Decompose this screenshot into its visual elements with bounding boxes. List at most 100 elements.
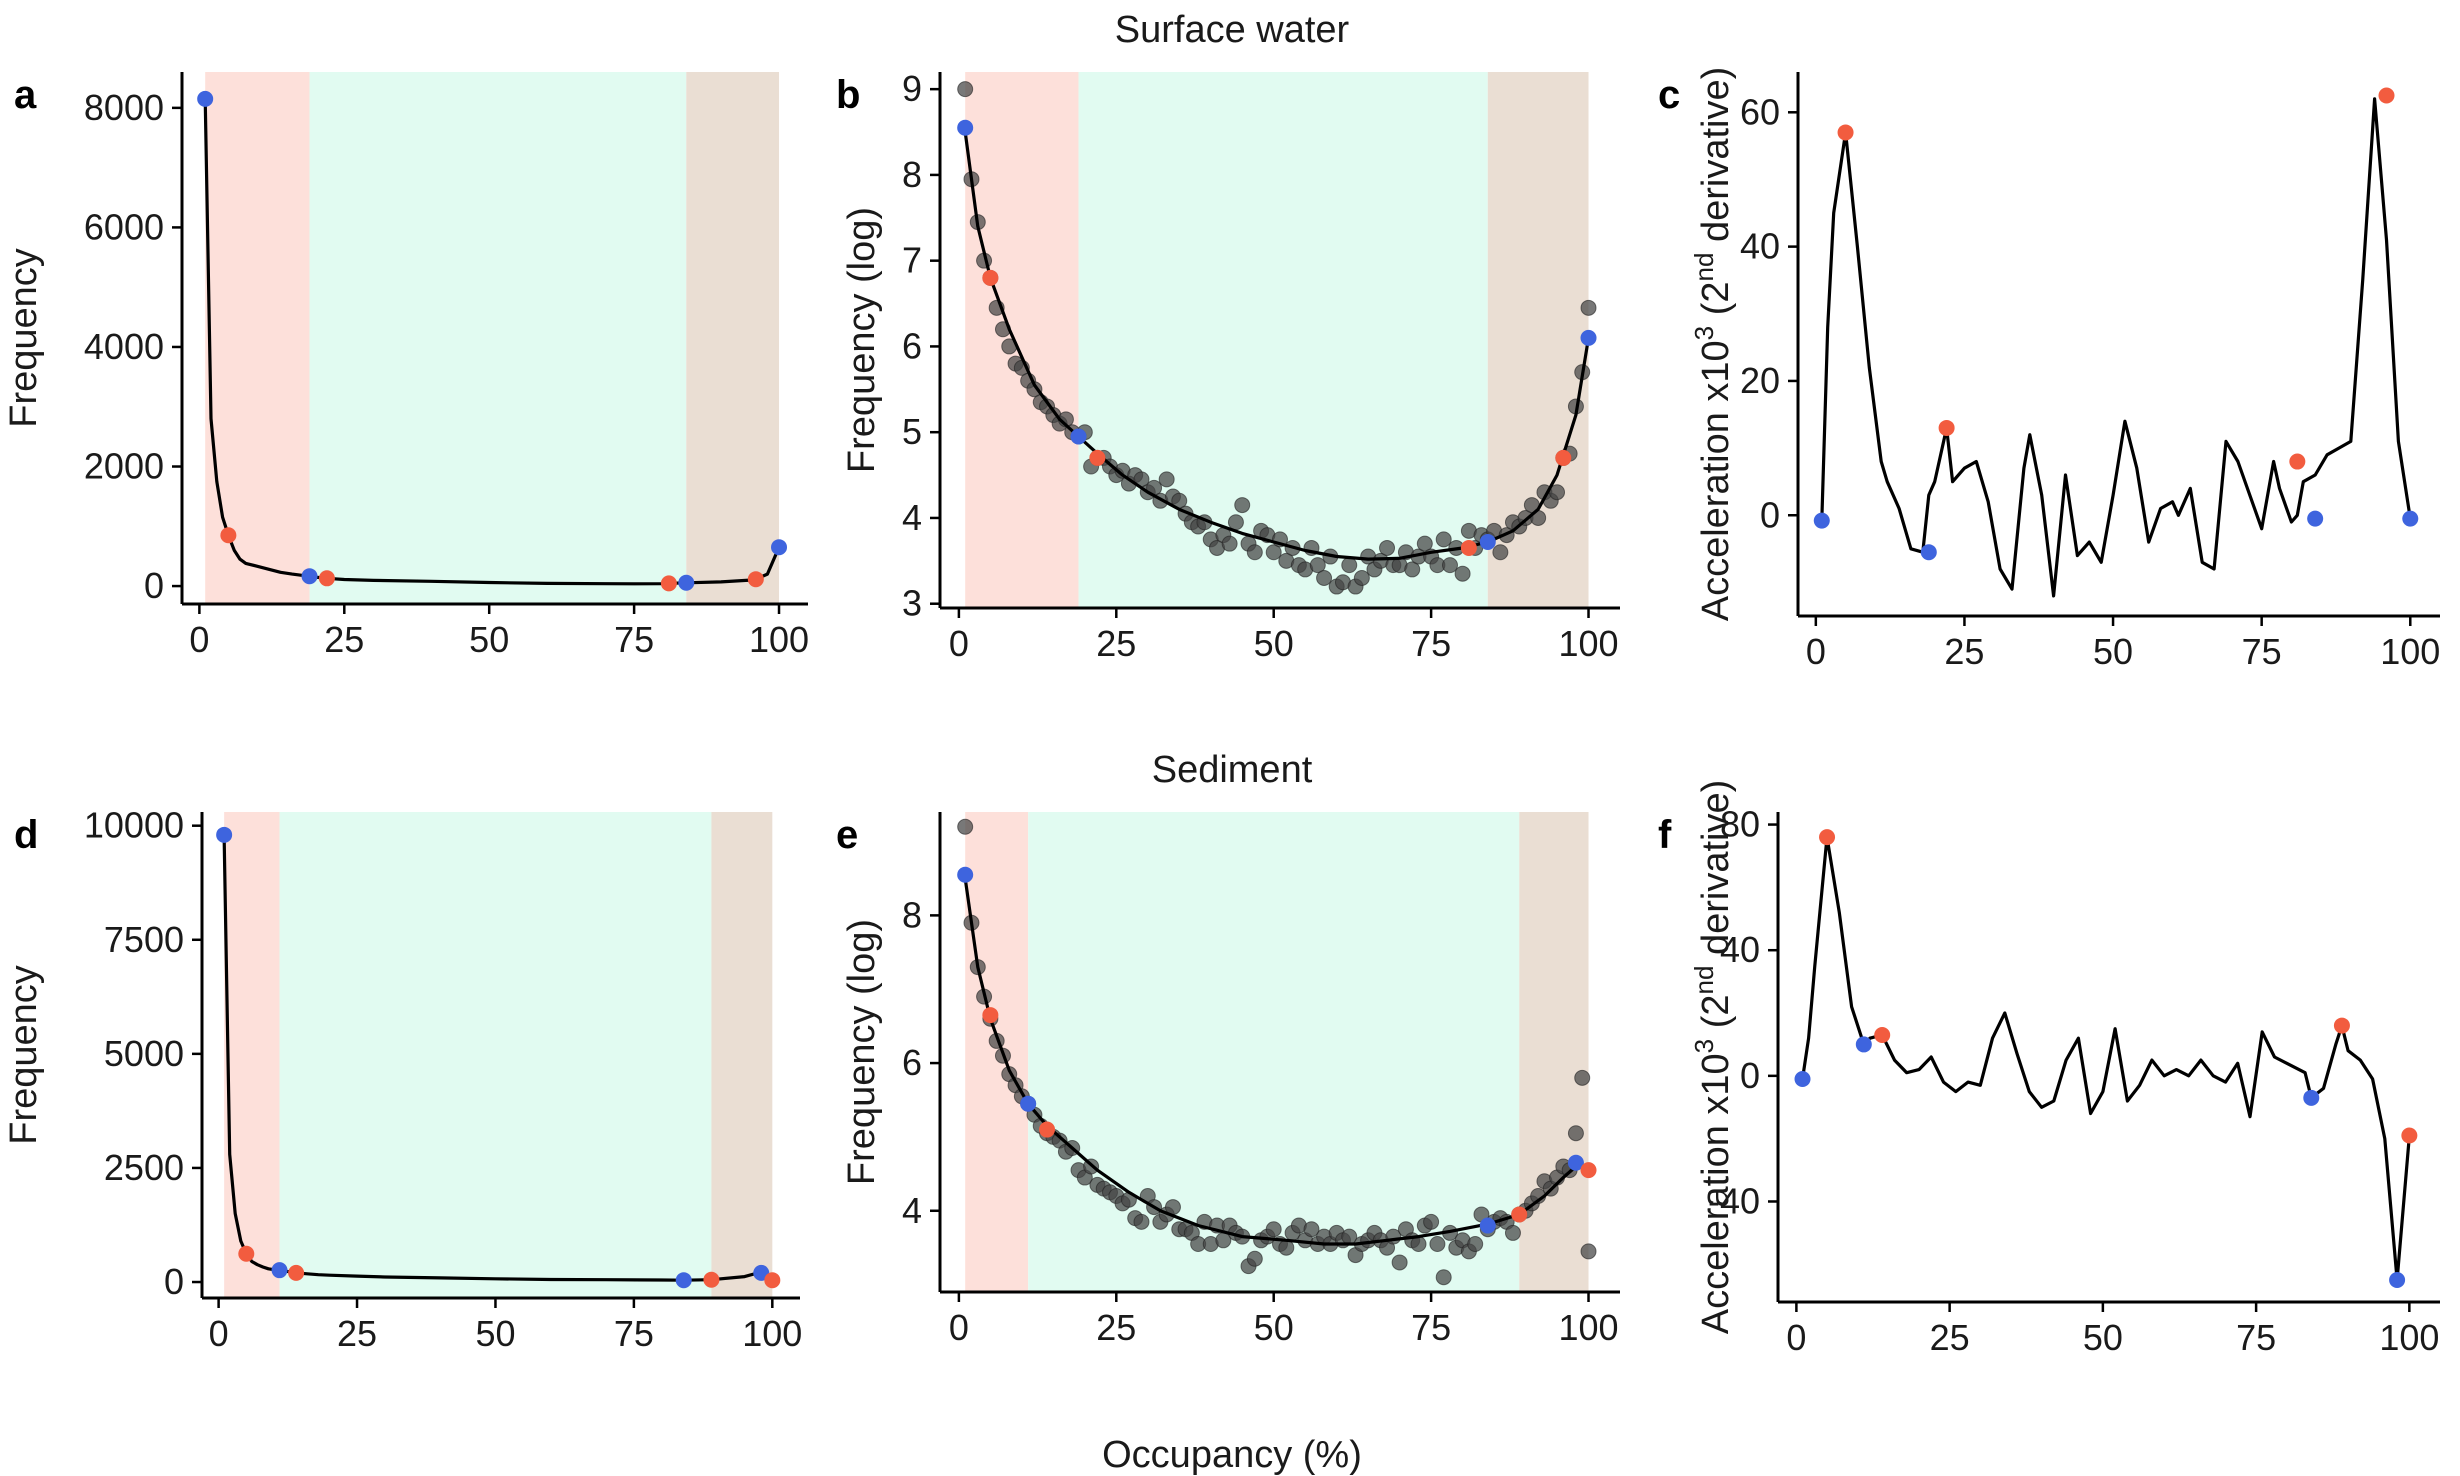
panel-letter-a: a	[14, 73, 37, 117]
y-tick-label: -40	[1708, 1180, 1760, 1221]
y-tick-label: 2500	[104, 1147, 184, 1188]
y-tick-label: 4	[902, 497, 922, 538]
y-tick-label: 40	[1720, 929, 1760, 970]
zone-mid	[279, 812, 712, 1298]
blue-threshold-point	[2402, 510, 2419, 527]
x-tick-label: 25	[337, 1313, 377, 1354]
x-tick-label: 100	[1558, 1307, 1618, 1348]
x-tick-label: 0	[949, 623, 969, 664]
panel-d: 0 25 50 75 100 0 2500 5000 7500 10000 d Frequency	[3, 805, 802, 1354]
x-tick-label: 75	[1411, 623, 1451, 664]
red-threshold-point	[1580, 1162, 1597, 1179]
red-threshold-point	[1555, 449, 1572, 466]
red-threshold-point	[288, 1264, 305, 1281]
blue-threshold-point	[1479, 533, 1496, 550]
x-tick-label: 100	[749, 619, 809, 660]
scatter-point	[1391, 1254, 1408, 1271]
y-tick-label: 0	[144, 565, 164, 606]
scatter-point	[1278, 1239, 1295, 1256]
blue-threshold-point	[2307, 510, 2324, 527]
zone-mid	[1078, 72, 1488, 608]
title-sediment: Sediment	[1152, 749, 1313, 791]
x-tick-label: 25	[1096, 1307, 1136, 1348]
scatter-point	[957, 81, 974, 98]
y-axis-title-part: 3	[1689, 326, 1719, 340]
y-tick-label: 0	[164, 1261, 184, 1302]
scatter-point	[1423, 1213, 1440, 1230]
panel-letter-f: f	[1658, 813, 1672, 857]
red-threshold-point	[764, 1272, 781, 1289]
blue-threshold-point	[1479, 1217, 1496, 1234]
zone-rare	[224, 812, 280, 1298]
blue-threshold-point	[1794, 1070, 1811, 1087]
y-axis-title: Frequency	[3, 965, 45, 1145]
y-axis-title-part: Acceleration x10	[1695, 340, 1737, 621]
panel-letter-d: d	[14, 813, 38, 857]
y-tick-label: 8000	[84, 87, 164, 128]
y-tick-label: 7	[902, 240, 922, 281]
scatter-point	[1435, 1269, 1452, 1286]
scatter-point	[1454, 565, 1471, 582]
zone-rare	[965, 72, 1079, 608]
red-threshold-point	[2333, 1017, 2350, 1034]
y-tick-label: 20	[1740, 360, 1780, 401]
zone-mid	[309, 72, 687, 604]
scatter-point	[1341, 557, 1358, 574]
scatter-point	[1504, 1224, 1521, 1241]
scatter-point	[1442, 557, 1458, 574]
y-tick-label: 7500	[104, 919, 184, 960]
scatter-point	[1429, 1236, 1446, 1252]
y-axis-title: Acceleration x103 (2nd derivative)	[1689, 67, 1737, 622]
y-axis-title: Frequency (log)	[841, 919, 883, 1185]
scatter-point	[1574, 1069, 1591, 1086]
red-threshold-point	[1819, 829, 1836, 846]
y-axis-title-part: derivative)	[1695, 780, 1737, 966]
zone-core	[711, 812, 773, 1298]
scatter-point	[1567, 1125, 1584, 1142]
red-threshold-point	[238, 1245, 255, 1262]
x-axis-title: Occupancy (%)	[1102, 1434, 1362, 1476]
y-tick-label: 60	[1740, 91, 1780, 132]
zone-core	[686, 72, 780, 604]
scatter-point	[1246, 544, 1263, 561]
x-tick-label: 0	[949, 1307, 969, 1348]
red-threshold-point	[2289, 453, 2306, 470]
y-axis-title-part: (2	[1695, 995, 1737, 1039]
x-tick-label: 0	[1806, 631, 1826, 672]
blue-threshold-point	[271, 1262, 288, 1279]
x-tick-label: 100	[742, 1313, 802, 1354]
blue-threshold-point	[1567, 1154, 1584, 1171]
panel-f: 0 25 50 75 100 -40 0 40 80 f Acceleration x103 (2n…	[1658, 780, 2440, 1358]
red-threshold-point	[982, 269, 999, 286]
red-threshold-point	[1837, 124, 1854, 141]
y-tick-label: 5	[902, 411, 922, 452]
series-line	[1820, 97, 2412, 598]
red-threshold-point	[318, 570, 335, 587]
blue-threshold-point	[197, 90, 214, 107]
blue-threshold-point	[771, 539, 788, 556]
scatter-point	[1303, 1221, 1320, 1238]
scatter-point	[1580, 299, 1597, 316]
y-tick-label: 3	[902, 583, 922, 624]
blue-threshold-point	[1020, 1095, 1037, 1112]
red-threshold-point	[1089, 449, 1106, 466]
scatter-point	[1309, 557, 1326, 574]
x-tick-label: 50	[2093, 631, 2133, 672]
red-threshold-point	[1874, 1027, 1891, 1044]
series-line	[1800, 835, 2411, 1282]
zone-rare	[205, 72, 310, 604]
panel-letter-b: b	[836, 73, 860, 117]
x-tick-label: 25	[1096, 623, 1136, 664]
y-tick-label: 8	[902, 154, 922, 195]
x-tick-label: 25	[1944, 631, 1984, 672]
blue-threshold-point	[1580, 329, 1597, 346]
scatter-point	[1265, 544, 1282, 561]
blue-threshold-point	[2389, 1272, 2406, 1289]
zone-mid	[1028, 812, 1520, 1292]
scatter-point	[1416, 535, 1433, 552]
scatter-point	[1492, 544, 1509, 561]
y-axis-title: Frequency (log)	[841, 207, 883, 473]
